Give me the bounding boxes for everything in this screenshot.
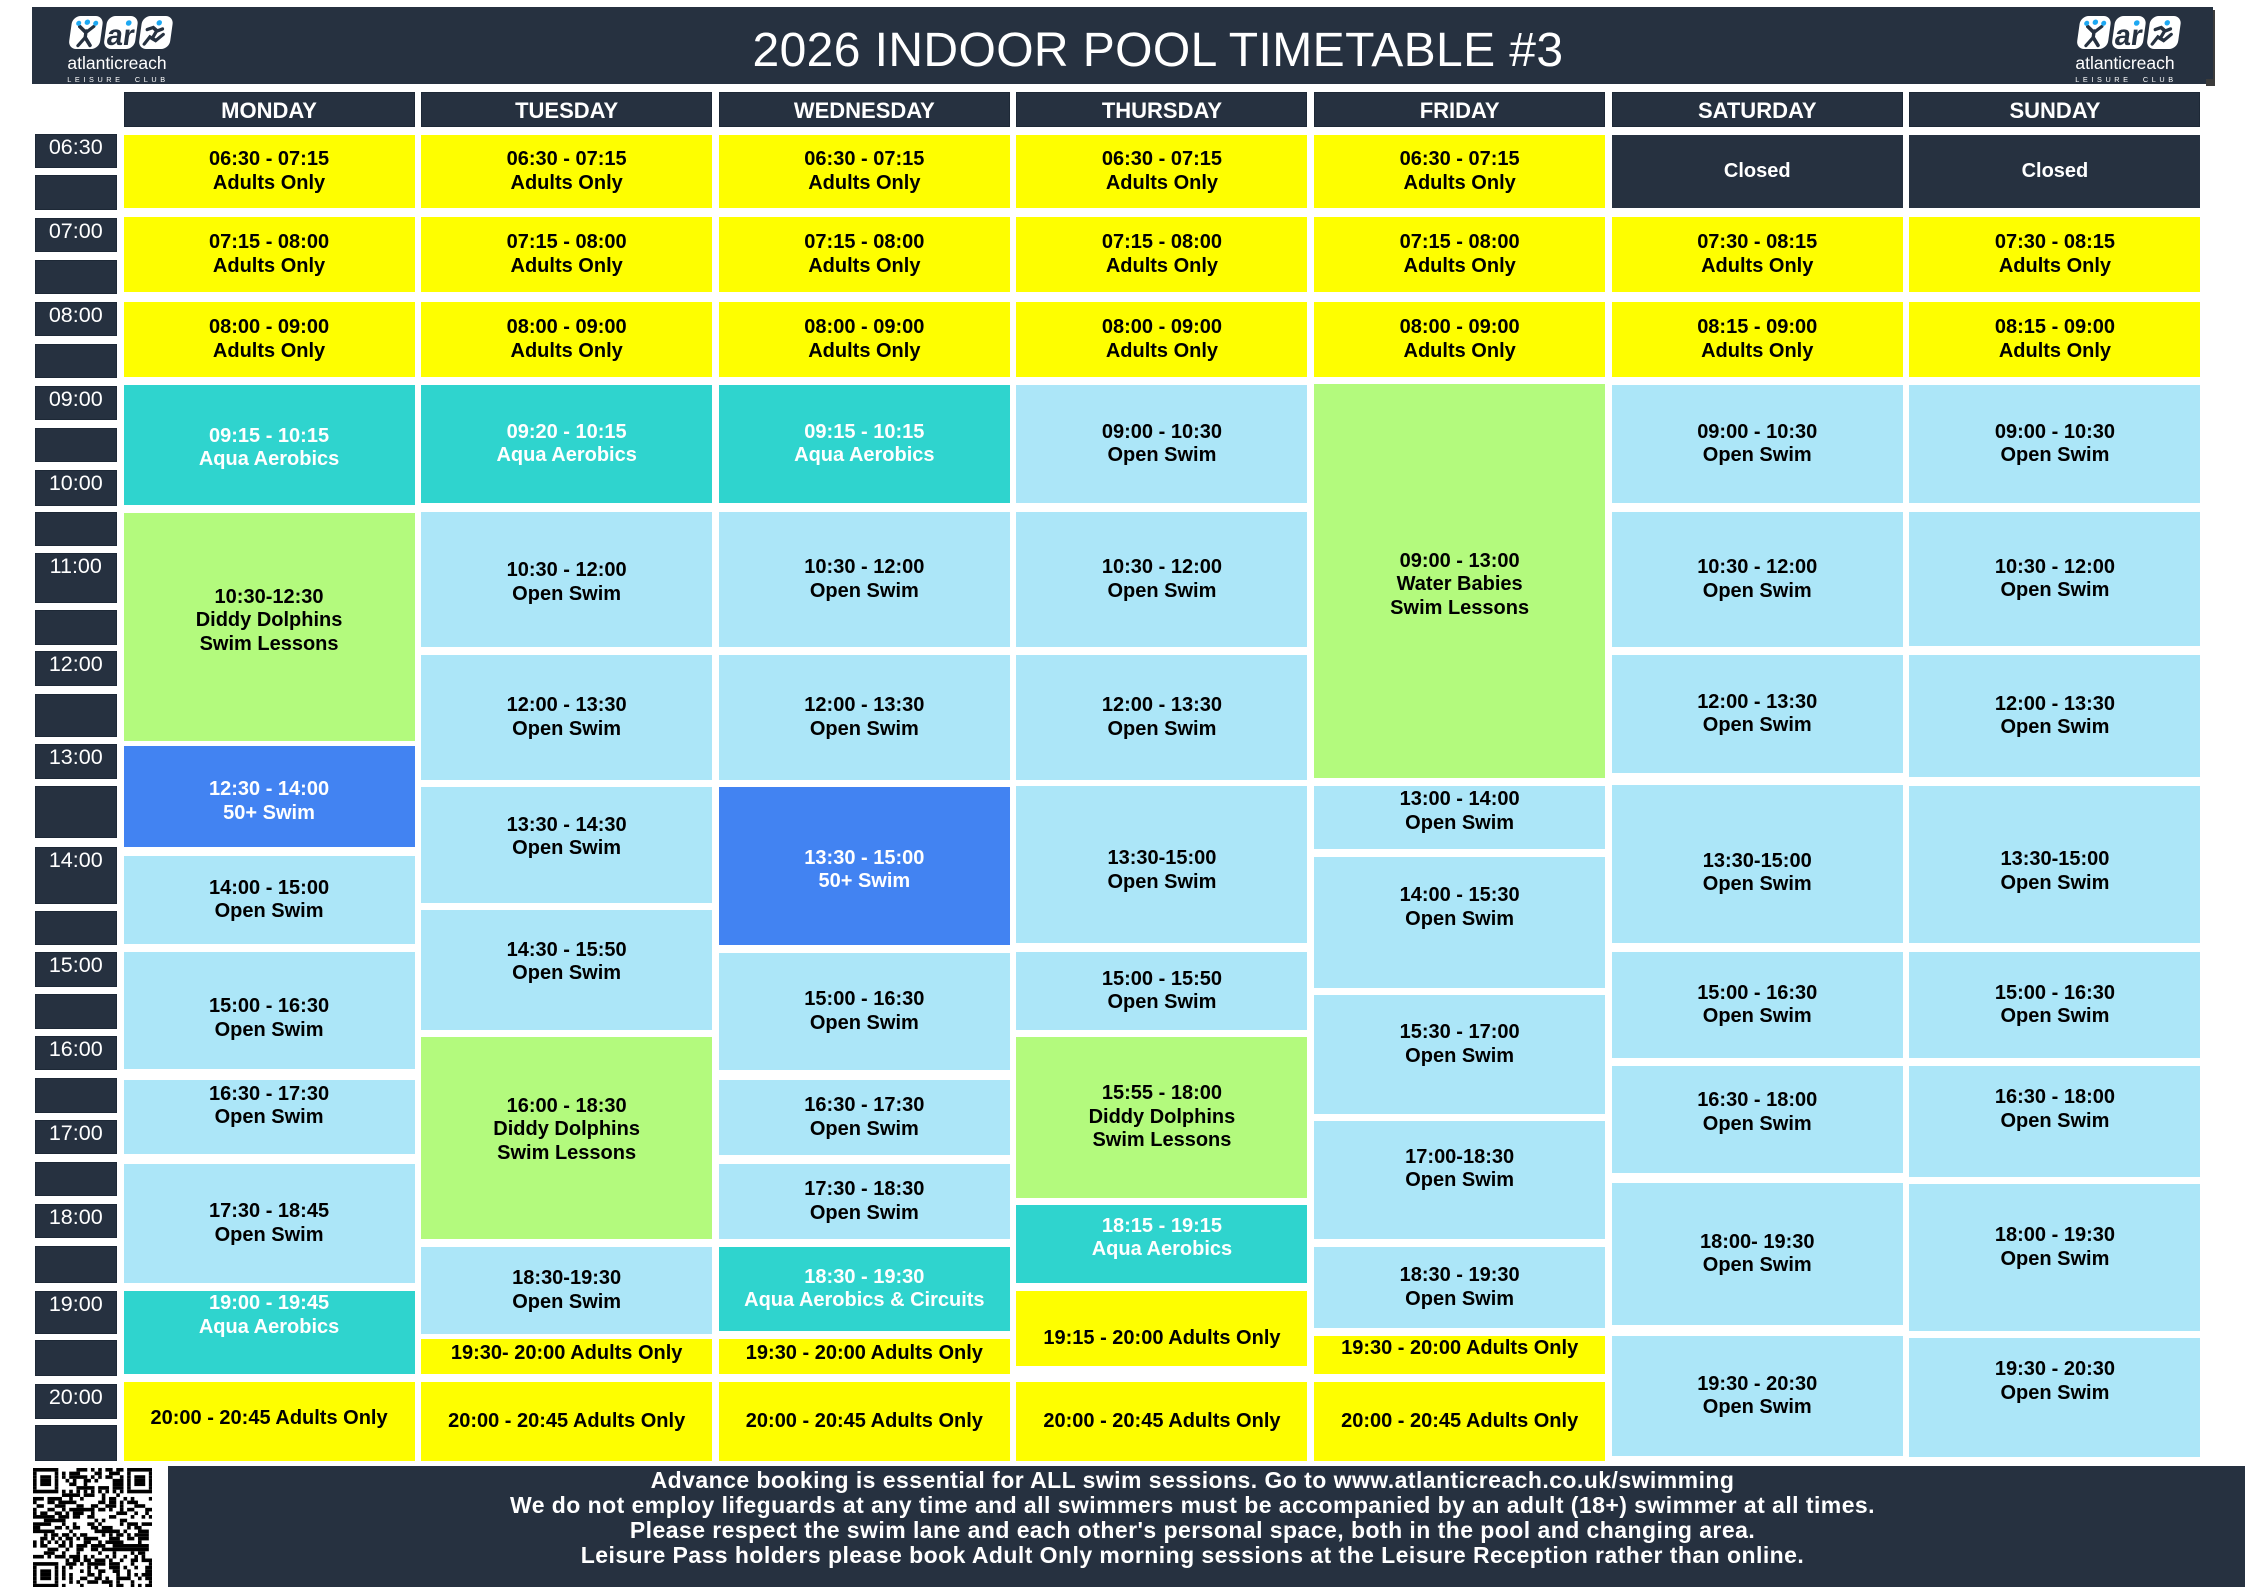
svg-text:ar: ar	[2113, 20, 2145, 52]
svg-text:ar: ar	[105, 20, 137, 52]
